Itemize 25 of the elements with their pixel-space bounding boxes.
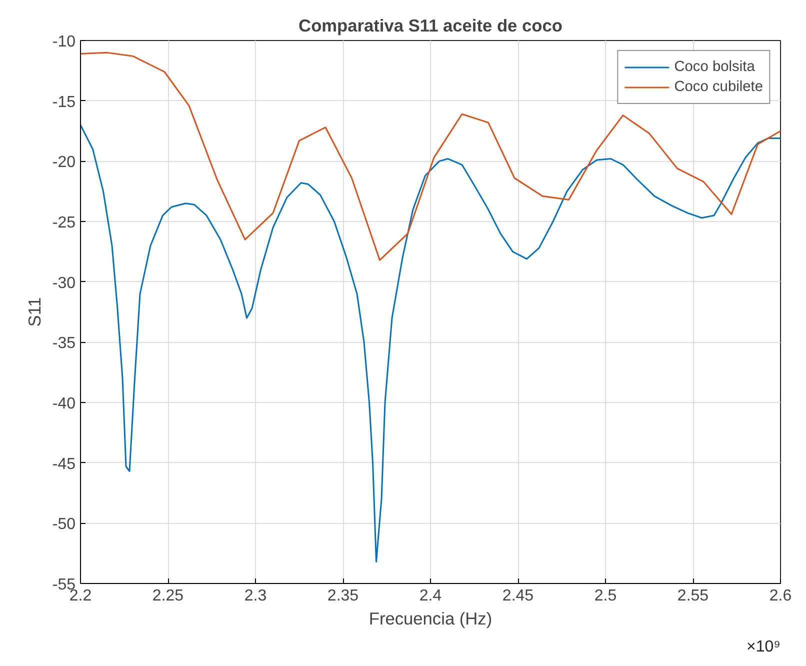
line-series: [80, 124, 780, 563]
chart-title: Comparativa S11 aceite de coco: [298, 16, 562, 36]
y-tick-label: -20: [52, 154, 76, 172]
legend-label: Coco cubilete: [674, 79, 763, 95]
text: ×10⁹: [746, 638, 781, 656]
y-tick-label: -35: [52, 335, 76, 352]
y-tick-label: -40: [52, 396, 76, 412]
x-tick-label: 2.55: [677, 588, 709, 604]
line-series: [80, 52, 780, 261]
y-axis-title: S11: [24, 297, 44, 327]
x-tick-label: 2.45: [502, 588, 534, 604]
x-tick-label: 2.6: [769, 588, 792, 604]
y-tick-label: -25: [52, 214, 76, 232]
x-tick-label: 2.4: [419, 588, 442, 604]
y-tick-label: -15: [52, 94, 76, 111]
x-axis-title: Frecuencia (Hz): [368, 608, 492, 628]
x-tick-label: 2.5: [594, 588, 617, 604]
x-tick-label: 2.3: [244, 588, 267, 604]
y-tick-label: -30: [52, 274, 76, 292]
y-tick-label: -45: [52, 456, 76, 473]
x-tick-label: 2.25: [152, 588, 184, 604]
legend-label: Coco bolsita: [674, 59, 755, 75]
x-tick-label: 2.35: [327, 588, 359, 604]
y-tick-label: -50: [52, 516, 76, 534]
y-tick-label: -10: [52, 34, 76, 50]
